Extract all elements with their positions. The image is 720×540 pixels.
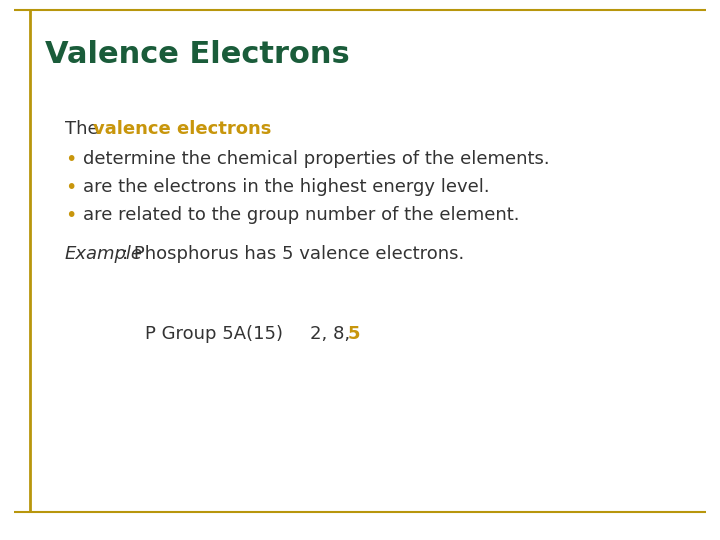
Text: •: • bbox=[65, 178, 76, 197]
Text: are related to the group number of the element.: are related to the group number of the e… bbox=[83, 206, 520, 224]
Text: 5: 5 bbox=[348, 325, 361, 343]
Text: The: The bbox=[65, 120, 104, 138]
Text: •: • bbox=[65, 206, 76, 225]
Text: : Phosphorus has 5 valence electrons.: : Phosphorus has 5 valence electrons. bbox=[122, 245, 464, 263]
Text: P Group 5A(15): P Group 5A(15) bbox=[145, 325, 283, 343]
Text: 2, 8,: 2, 8, bbox=[310, 325, 356, 343]
Text: determine the chemical properties of the elements.: determine the chemical properties of the… bbox=[83, 150, 549, 168]
Text: valence electrons: valence electrons bbox=[93, 120, 271, 138]
Text: are the electrons in the highest energy level.: are the electrons in the highest energy … bbox=[83, 178, 490, 196]
Text: •: • bbox=[65, 150, 76, 169]
Text: Valence Electrons: Valence Electrons bbox=[45, 40, 350, 69]
Text: Example: Example bbox=[65, 245, 143, 263]
